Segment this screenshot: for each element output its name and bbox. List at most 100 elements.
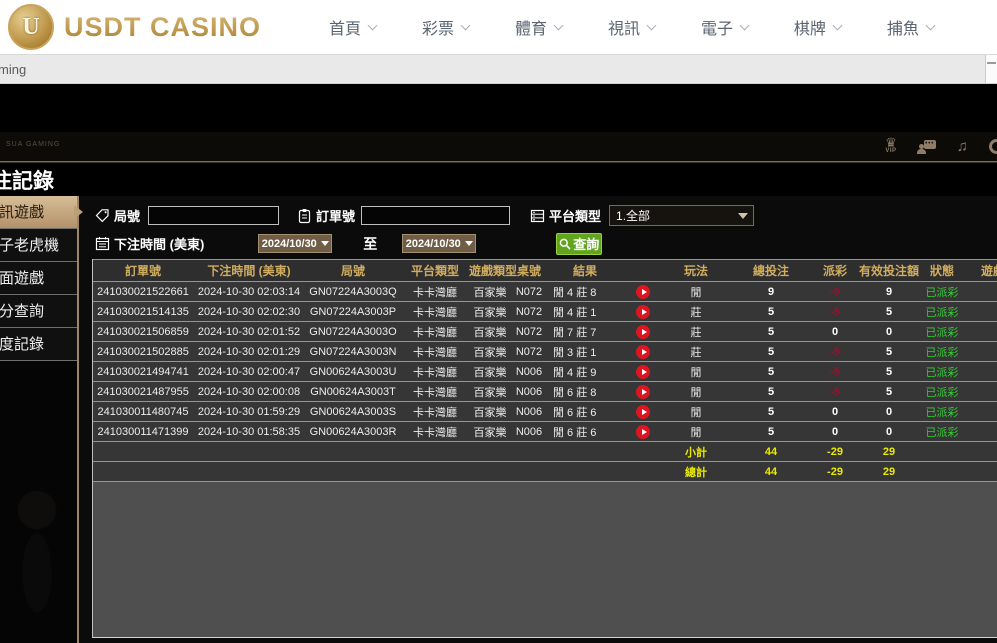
cell-platform: 卡卡灣廳 — [401, 301, 469, 322]
nav-item-slots[interactable]: 電子 — [701, 15, 750, 39]
customer-support-icon[interactable]: ••• — [916, 139, 936, 155]
subtotal-cell — [469, 441, 511, 462]
cell-time: 2024-10-30 02:03:14 — [193, 281, 305, 302]
chevron-down-icon — [925, 20, 936, 30]
order-input[interactable] — [361, 206, 511, 225]
cell-video — [623, 361, 663, 382]
top-navigation: U USDT CASINO 首頁 彩票 體育 視訊 電子 棋牌 捕魚 — [0, 0, 997, 55]
cell-total-bet: 5 — [729, 361, 813, 382]
sidebar-item-points-query[interactable]: 分查詢 — [0, 295, 77, 328]
cell-order: 241030021522661 — [93, 281, 193, 302]
play-video-button[interactable] — [636, 304, 650, 319]
nav-item-label: 首頁 — [329, 21, 362, 38]
cell-status: 已派彩 — [921, 381, 963, 402]
subtotal-cell — [93, 441, 193, 462]
table-row: 241030021506859 2024-10-30 02:01:52 GN0722… — [93, 321, 997, 342]
cell-game — [963, 341, 997, 362]
chevron-down-icon — [367, 20, 378, 30]
breadcrumb: ming — [0, 61, 27, 77]
cell-order: 241030021487955 — [93, 381, 193, 402]
cell-video — [623, 381, 663, 402]
subtotal-label: 小計 — [663, 441, 729, 462]
nav-item-lottery[interactable]: 彩票 — [422, 15, 471, 39]
cell-status: 已派彩 — [921, 321, 963, 342]
grand-total-row: 總計 44 -29 29 — [93, 461, 997, 482]
nav-item-live[interactable]: 視訊 — [608, 15, 657, 39]
page-title: 注記錄 — [0, 169, 54, 193]
cell-valid-bet: 5 — [857, 341, 921, 362]
cell-result: 閒 7 莊 7 — [547, 321, 623, 342]
play-icon — [641, 308, 647, 315]
scrollbar-thumb[interactable] — [987, 62, 996, 64]
chat-dots: ••• — [925, 140, 935, 147]
date-from-picker[interactable]: 2024/10/30 — [258, 234, 333, 253]
play-video-button[interactable] — [636, 344, 650, 359]
cell-game-type: 百家樂 — [469, 361, 511, 382]
provider-watermark: SUA GAMING — [6, 141, 61, 148]
nav-item-cards[interactable]: 棋牌 — [793, 15, 843, 39]
cell-round: GN07224A3003Q — [305, 281, 401, 302]
subtotal-cell — [193, 441, 305, 462]
col-header-result: 結果 — [547, 259, 623, 282]
settings-icon[interactable] — [989, 139, 997, 154]
col-header-payout: 派彩 — [813, 259, 857, 282]
cell-total-bet: 5 — [729, 341, 813, 362]
cell-total-bet: 9 — [729, 281, 813, 302]
scrollbar[interactable] — [985, 55, 997, 83]
cell-result: 閒 3 莊 1 — [547, 341, 623, 362]
grand-total-cell — [401, 461, 469, 482]
cell-order: 241030021506859 — [93, 321, 193, 342]
round-input[interactable] — [148, 206, 280, 225]
nav-item-sports[interactable]: 體育 — [515, 15, 564, 39]
nav-item-fishing[interactable]: 捕魚 — [887, 15, 936, 39]
main-nav: 首頁 彩票 體育 視訊 電子 棋牌 捕魚 — [306, 15, 957, 39]
sidebar-item-live-games[interactable]: 訊遊戲 — [0, 196, 83, 229]
search-button[interactable]: 查詢 — [556, 232, 603, 255]
cell-platform: 卡卡灣廳 — [401, 281, 469, 302]
date-to-value: 2024/10/30 — [405, 237, 461, 250]
table-row: 241030021487955 2024-10-30 02:00:08 GN0062… — [93, 381, 997, 402]
vip-label: VIP — [885, 147, 897, 154]
col-header-game: 遊戲 — [963, 259, 997, 282]
play-video-button[interactable] — [636, 324, 650, 339]
nav-item-home[interactable]: 首頁 — [329, 15, 378, 39]
play-video-button[interactable] — [636, 384, 650, 399]
play-video-button[interactable] — [636, 424, 650, 439]
cell-result: 閒 6 莊 6 — [547, 401, 623, 422]
cell-order: 241030011471399 — [93, 421, 193, 442]
cell-game-type: 百家樂 — [469, 381, 511, 402]
sidebar-item-slot-machine[interactable]: 子老虎機 — [0, 229, 77, 262]
cell-status: 已派彩 — [921, 341, 963, 362]
cell-status: 已派彩 — [921, 281, 963, 302]
cell-play: 莊 — [663, 321, 729, 342]
caret-down-icon — [464, 241, 473, 250]
col-header-time: 下注時間 (美東) — [193, 259, 305, 282]
date-to-picker[interactable]: 2024/10/30 — [402, 234, 477, 253]
table-row: 241030011480745 2024-10-30 01:59:29 GN0062… — [93, 401, 997, 422]
col-header-game-type: 遊戲類型 — [469, 259, 517, 282]
platform-label: 平台類型 — [549, 209, 602, 224]
col-header-valid-bet: 有效投注額 — [857, 259, 921, 282]
page-title-bar: 注記錄 — [0, 162, 997, 196]
sidebar-item-quota-record[interactable]: 度記錄 — [0, 328, 77, 361]
play-video-button[interactable] — [636, 364, 650, 379]
cell-round: GN00624A3003T — [305, 381, 401, 402]
col-header-play: 玩法 — [663, 259, 729, 282]
music-icon[interactable]: ♫ — [956, 138, 968, 155]
nav-item-label: 棋牌 — [793, 21, 826, 38]
subtotal-cell — [547, 441, 623, 462]
cell-game — [963, 421, 997, 442]
vip-crown-icon[interactable]: ♛ VIP — [885, 136, 897, 156]
cell-game-type: 百家樂 — [469, 301, 511, 322]
subtotal-valid-bet: 29 — [857, 441, 921, 462]
cell-game-type: 百家樂 — [469, 341, 511, 362]
cell-round: GN00624A3003R — [305, 421, 401, 442]
sidebar-item-table-games[interactable]: 面遊戲 — [0, 262, 77, 295]
play-video-button[interactable] — [636, 284, 650, 299]
platform-select[interactable]: 1.全部 — [609, 205, 755, 226]
cell-play: 莊 — [663, 301, 729, 322]
play-icon — [641, 368, 647, 375]
brand-logo[interactable]: U USDT CASINO — [8, 4, 261, 50]
grand-total-cell — [921, 461, 963, 482]
play-video-button[interactable] — [636, 404, 650, 419]
